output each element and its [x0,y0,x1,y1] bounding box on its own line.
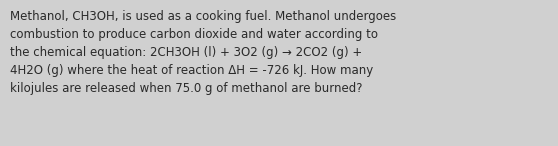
Text: Methanol, CH3OH, is used as a cooking fuel. Methanol undergoes
combustion to pro: Methanol, CH3OH, is used as a cooking fu… [10,10,396,95]
